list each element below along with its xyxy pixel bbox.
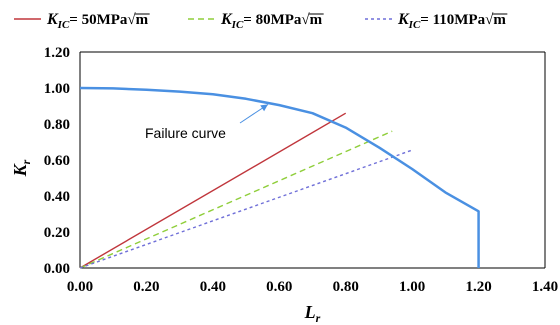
legend: KIC= 50MPa√m KIC= 80MPa√m KIC= 110MPa√m <box>14 11 508 31</box>
y-tick-labels: 0.00 0.20 0.40 0.60 0.80 1.00 1.20 <box>44 45 70 277</box>
annotation-arrowhead <box>260 104 268 112</box>
y-tick-label: 1.00 <box>44 81 70 97</box>
x-tick-label: 1.40 <box>532 279 558 295</box>
x-tick-label: 1.20 <box>465 279 491 295</box>
legend-label: KIC= 110MPa√m <box>397 11 506 31</box>
series-line-2 <box>79 130 393 269</box>
x-axis-title: Lr <box>304 302 321 325</box>
y-tick-label: 0.40 <box>44 189 70 205</box>
axes <box>79 51 546 269</box>
x-tick-label: 0.40 <box>200 279 226 295</box>
failure-curve-group <box>79 86 480 268</box>
x-tick-label: 1.00 <box>399 279 425 295</box>
x-tick-label: 0.20 <box>133 279 159 295</box>
legend-entry-2: KIC= 80MPa√m <box>188 11 324 31</box>
legend-entry-1: KIC= 50MPa√m <box>14 11 150 31</box>
series-line-3 <box>79 149 413 269</box>
series-line-1 <box>79 112 347 269</box>
x-tick-label: 0.00 <box>67 279 93 295</box>
y-tick-label: 0.80 <box>44 117 70 133</box>
legend-label: KIC= 80MPa√m <box>220 11 323 31</box>
failure-curve-line <box>79 86 480 268</box>
legend-entry-3: KIC= 110MPa√m <box>365 11 508 31</box>
annotation: Failure curve <box>145 103 269 141</box>
y-tick-label: 0.00 <box>44 261 70 277</box>
series-lines <box>79 112 413 269</box>
y-axis-title: Kr <box>10 159 33 177</box>
y-tick-label: 0.20 <box>44 225 70 241</box>
x-tick-labels: 0.00 0.20 0.40 0.60 0.80 1.00 1.20 1.40 <box>67 279 558 295</box>
legend-label: KIC= 50MPa√m <box>46 11 149 31</box>
y-tick-label: 1.20 <box>44 45 70 61</box>
annotation-label: Failure curve <box>145 125 226 141</box>
x-tick-label: 0.80 <box>333 279 359 295</box>
y-tick-label: 0.60 <box>44 153 70 169</box>
x-tick-label: 0.60 <box>266 279 292 295</box>
